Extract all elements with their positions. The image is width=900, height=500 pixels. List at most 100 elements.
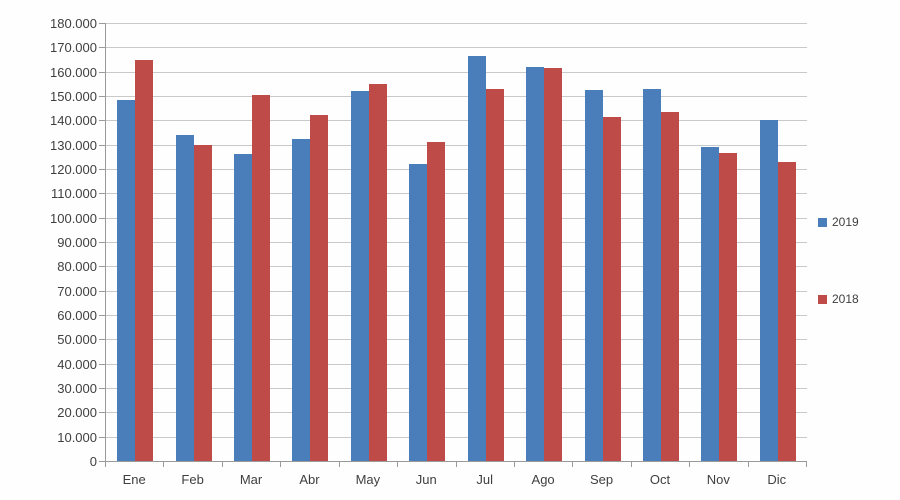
y-axis-tick	[99, 412, 105, 414]
y-axis-tick-label: 130.000	[50, 137, 97, 153]
bar-2019-ago	[526, 66, 545, 461]
x-axis-tick	[280, 462, 282, 467]
x-axis-tick	[163, 462, 165, 467]
x-axis-tick	[572, 462, 574, 467]
legend-label: 2018	[832, 292, 859, 306]
gridline	[106, 290, 807, 292]
bar-2018-sep	[602, 116, 621, 461]
legend-swatch-icon	[818, 294, 827, 304]
y-axis-tick-label: 100.000	[50, 210, 97, 226]
y-axis-tick	[99, 315, 105, 316]
y-axis-tick	[99, 266, 105, 268]
bar-2019-feb	[175, 134, 194, 461]
x-axis-label-jul: Jul	[476, 472, 494, 487]
y-axis-tick-label: 90.000	[57, 235, 97, 250]
x-axis-label-may: May	[355, 472, 381, 487]
bar-2018-mar	[252, 94, 271, 461]
bar-2018-nov	[719, 153, 738, 461]
x-axis-label-nov: Nov	[706, 472, 730, 487]
y-axis-tick-label: 60.000	[57, 308, 97, 323]
y-axis-tick	[99, 23, 105, 24]
y-axis-tick-label: 30.000	[57, 381, 97, 396]
x-axis-label-abr: Abr	[299, 472, 320, 487]
y-axis-tick	[99, 363, 105, 365]
x-axis-tick	[338, 462, 340, 467]
plot-area	[105, 23, 807, 462]
x-axis-label-jun: Jun	[415, 472, 437, 487]
bar-2018-jul	[485, 88, 504, 461]
y-axis-tick-label: 50.000	[57, 332, 97, 348]
gridline	[106, 120, 807, 122]
gridline	[106, 144, 807, 146]
y-axis-tick-label: 10.000	[57, 429, 97, 445]
gridline	[106, 315, 807, 316]
bar-2019-mar	[234, 154, 253, 461]
x-axis-label-dic: Dic	[767, 472, 787, 487]
y-axis-tick	[99, 436, 105, 438]
gridline	[106, 363, 807, 365]
x-axis-tick	[806, 462, 807, 467]
y-axis-tick-label: 0	[89, 454, 97, 469]
y-axis-tick	[99, 461, 105, 462]
gridline	[106, 193, 807, 195]
x-axis-tick	[689, 462, 691, 467]
y-axis-tick-label: 40.000	[57, 356, 97, 372]
y-axis-tick	[99, 71, 105, 73]
bar-2018-dic	[777, 161, 796, 461]
gridline	[106, 242, 807, 243]
y-axis-tick	[99, 169, 105, 170]
gridline	[106, 47, 807, 49]
gridline	[106, 96, 807, 97]
bar-2019-abr	[292, 138, 311, 461]
y-axis-tick-label: 80.000	[57, 259, 97, 275]
x-axis-tick	[455, 462, 457, 467]
legend-item-2019: 2019	[818, 215, 859, 229]
y-axis-tick	[99, 339, 105, 341]
bar-2019-ene	[117, 99, 136, 461]
y-axis-tick-label: 160.000	[50, 64, 97, 80]
y-axis-tick	[99, 47, 105, 49]
gridline	[106, 339, 807, 341]
bar-2018-oct	[660, 111, 679, 461]
y-axis-tick-label: 110.000	[50, 186, 97, 202]
bar-2019-oct	[642, 88, 661, 461]
gridline	[106, 388, 807, 389]
x-axis-label-mar: Mar	[239, 472, 263, 487]
bar-2019-nov	[701, 147, 720, 461]
gridline	[106, 217, 807, 219]
y-axis-tick	[99, 217, 105, 219]
y-axis-tick	[99, 96, 105, 97]
y-axis-tick	[99, 144, 105, 146]
y-axis-tick-label: 20.000	[57, 405, 97, 421]
bar-2018-feb	[193, 144, 212, 461]
y-axis-tick	[99, 388, 105, 389]
y-axis-tick	[99, 193, 105, 195]
x-axis-tick	[221, 462, 223, 467]
legend-swatch-icon	[818, 217, 827, 227]
legend-label: 2019	[832, 215, 859, 229]
y-axis-tick	[99, 242, 105, 243]
legend-item-2018: 2018	[818, 292, 859, 306]
x-axis-label-ago: Ago	[531, 472, 555, 487]
y-axis-tick-label: 180.000	[50, 16, 97, 31]
y-axis-tick-label: 70.000	[57, 283, 97, 299]
bar-2019-dic	[759, 120, 778, 461]
bar-2019-jun	[409, 164, 428, 461]
x-axis-tick	[105, 462, 106, 467]
x-axis-label-oct: Oct	[649, 472, 671, 487]
bar-2018-ago	[544, 68, 563, 461]
y-axis-tick-label: 120.000	[50, 162, 97, 177]
bar-2019-jul	[467, 55, 486, 461]
bar-2019-may	[350, 91, 369, 461]
bar-2019-sep	[584, 89, 603, 461]
x-axis-label-ene: Ene	[122, 472, 146, 487]
gridline	[106, 23, 807, 24]
x-axis-tick	[630, 462, 632, 467]
x-axis-tick	[513, 462, 515, 467]
bar-2018-jun	[427, 142, 446, 461]
y-axis-tick	[99, 290, 105, 292]
bar-2018-may	[368, 83, 387, 461]
gridline	[106, 266, 807, 268]
y-axis-tick-label: 150.000	[50, 89, 97, 104]
